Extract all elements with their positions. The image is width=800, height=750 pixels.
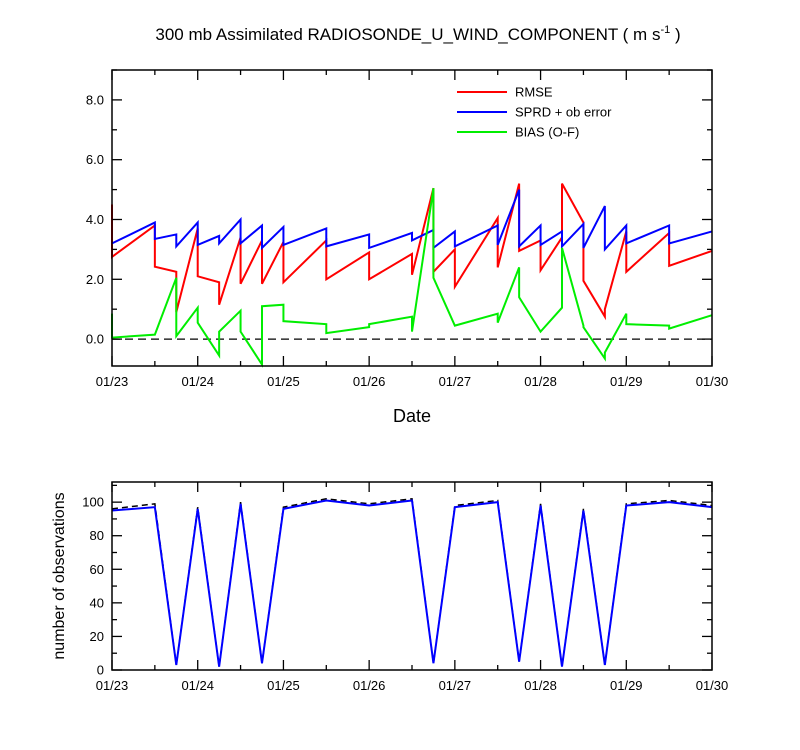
series-line-sprd-ob-error [111,189,713,253]
y-tick-label: 100 [82,495,104,510]
chart-panel-1: 01/23 01/24 01/25 01/26 01/27 01/28 01/29 01/30… [86,24,728,426]
series-line-assimilated-observations [111,499,713,667]
chart-title-suffix: ) [670,25,680,44]
x-tick-label: 01/25 [267,678,300,693]
plot-frame [111,481,713,671]
x-tick-label: 01/29 [610,374,643,389]
legend-label-sprd-ob-error: SPRD + ob error [515,105,612,120]
y-tick-label: 20 [90,629,104,644]
y-tick-label: 40 [90,595,104,610]
x-tick-label: 01/29 [610,678,643,693]
y-tick-label: 0.0 [86,332,104,347]
series-line-possible-observations [111,497,713,667]
x-tick-label: 01/26 [353,678,386,693]
x-tick-label: 01/24 [181,374,214,389]
x-tick-label: 01/25 [267,374,300,389]
x-tick-label: 01/23 [96,374,129,389]
x-axis-title: Date [393,406,431,426]
chart-title-main: 300 mb Assimilated RADIOSONDE_U_WIND_COM… [155,25,660,44]
legend-label-rmse: RMSE [515,85,553,100]
chart-panel-2: 01/23 01/24 01/25 01/26 01/27 01/28 01/29 01/30… [51,481,729,693]
y-tick-label: 6.0 [86,152,104,167]
chart-title: 300 mb Assimilated RADIOSONDE_U_WIND_COM… [155,24,680,44]
y-tick-label: 0 [97,663,104,678]
y-axis-title: number of observations [51,492,68,659]
series-line-rmse [111,183,713,321]
x-tick-label: 01/28 [524,678,557,693]
legend-label-bias-o-f: BIAS (O-F) [515,125,579,140]
x-tick-label: 01/30 [696,678,729,693]
y-tick-label: 4.0 [86,212,104,227]
x-tick-label: 01/27 [439,678,472,693]
chart-title-exponent: -1 [660,24,670,36]
x-tick-label: 01/24 [181,678,214,693]
x-tick-label: 01/30 [696,374,729,389]
y-tick-label: 2.0 [86,272,104,287]
x-tick-label: 01/28 [524,374,557,389]
y-tick-label: 8.0 [86,92,104,107]
series-line-bias-o-f [111,187,713,368]
x-tick-label: 01/26 [353,374,386,389]
x-tick-label: 01/27 [439,374,472,389]
y-tick-label: 60 [90,562,104,577]
y-tick-label: 80 [90,528,104,543]
x-tick-label: 01/23 [96,678,129,693]
